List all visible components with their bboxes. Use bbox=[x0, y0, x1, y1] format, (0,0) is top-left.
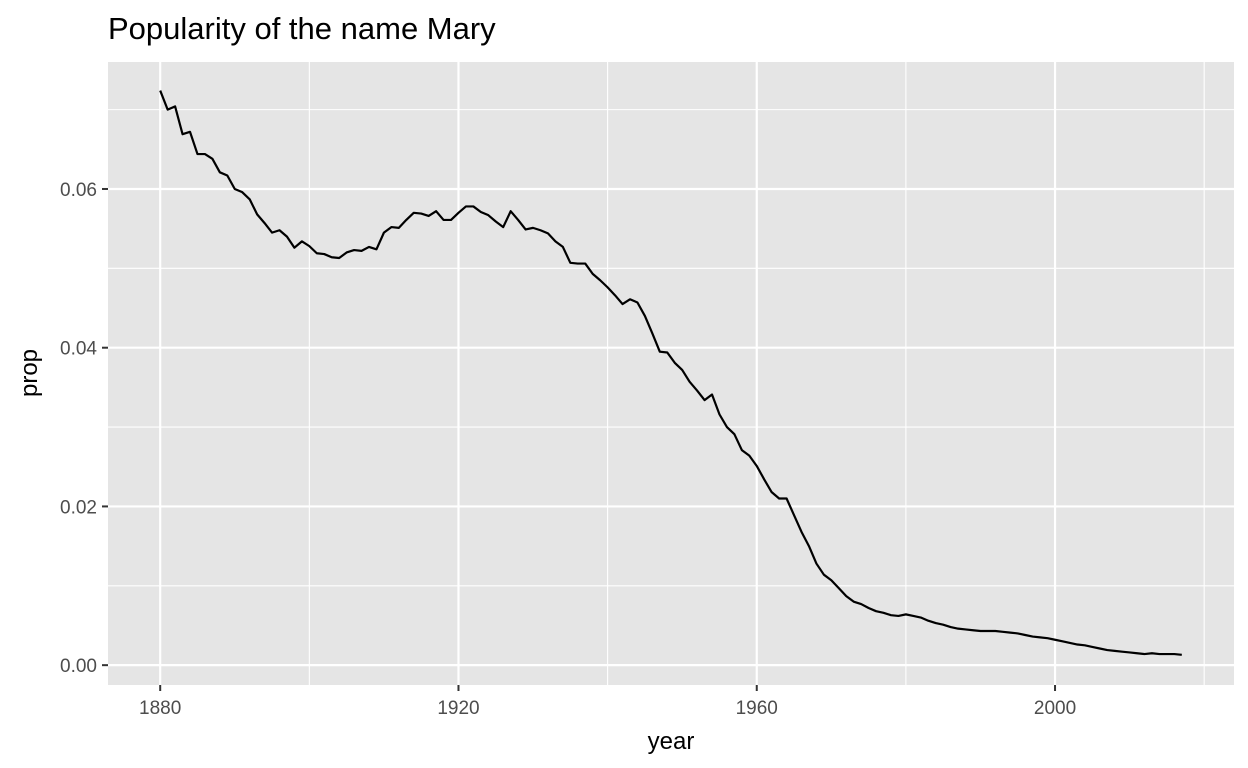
series-line bbox=[159, 90, 1182, 656]
y-axis: 0.00 0.02 0.04 0.06 bbox=[60, 180, 108, 677]
x-tick-label: 1960 bbox=[736, 698, 778, 719]
plot-panel bbox=[108, 62, 1234, 685]
x-tick-label: 1880 bbox=[139, 698, 181, 719]
grid-minor bbox=[108, 62, 1234, 685]
series-layer bbox=[159, 90, 1182, 656]
grid-major bbox=[108, 62, 1234, 685]
y-tick-label: 0.04 bbox=[60, 339, 97, 360]
x-axis: 1880 1920 1960 2000 bbox=[139, 685, 1076, 719]
y-axis-title: prop bbox=[16, 349, 43, 397]
x-tick-label: 1920 bbox=[437, 698, 479, 719]
y-tick-label: 0.00 bbox=[60, 656, 97, 677]
y-tick-label: 0.02 bbox=[60, 497, 97, 518]
chart-title: Popularity of the name Mary bbox=[108, 11, 496, 46]
y-tick-label: 0.06 bbox=[60, 180, 97, 201]
x-tick-label: 2000 bbox=[1034, 698, 1076, 719]
x-axis-title: year bbox=[648, 728, 695, 755]
